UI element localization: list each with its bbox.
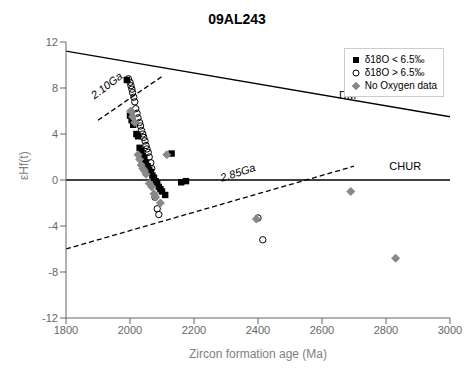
- svg-text:-8: -8: [48, 266, 58, 278]
- html-text:09AL243: 09AL243: [208, 11, 266, 27]
- svg-text:1800: 1800: [54, 324, 78, 336]
- svg-text:-4: -4: [48, 220, 58, 232]
- svg-text:2.10Ga: 2.10Ga: [88, 70, 125, 102]
- svg-text:-12: -12: [42, 312, 58, 324]
- svg-text:2800: 2800: [374, 324, 398, 336]
- svg-text:εHf(t): εHf(t): [17, 151, 31, 180]
- svg-text:2200: 2200: [182, 324, 206, 336]
- svg-text:8: 8: [52, 82, 58, 94]
- svg-text:2600: 2600: [310, 324, 334, 336]
- svg-text:3000: 3000: [438, 324, 462, 336]
- html-text:No Oxygen data: No Oxygen data: [364, 80, 437, 91]
- svg-text:CHUR: CHUR: [389, 160, 421, 172]
- svg-text:2000: 2000: [118, 324, 142, 336]
- svg-text:2.85Ga: 2.85Ga: [218, 161, 257, 184]
- svg-text:Zircon formation age (Ma): Zircon formation age (Ma): [189, 347, 327, 361]
- svg-text:0: 0: [52, 174, 58, 186]
- svg-text:12: 12: [46, 36, 58, 48]
- svg-text:4: 4: [52, 128, 58, 140]
- html-text:δ18O > 6.5‰: δ18O > 6.5‰: [364, 67, 425, 78]
- svg-text:2400: 2400: [246, 324, 270, 336]
- html-text:δ18O < 6.5‰: δ18O < 6.5‰: [364, 54, 425, 65]
